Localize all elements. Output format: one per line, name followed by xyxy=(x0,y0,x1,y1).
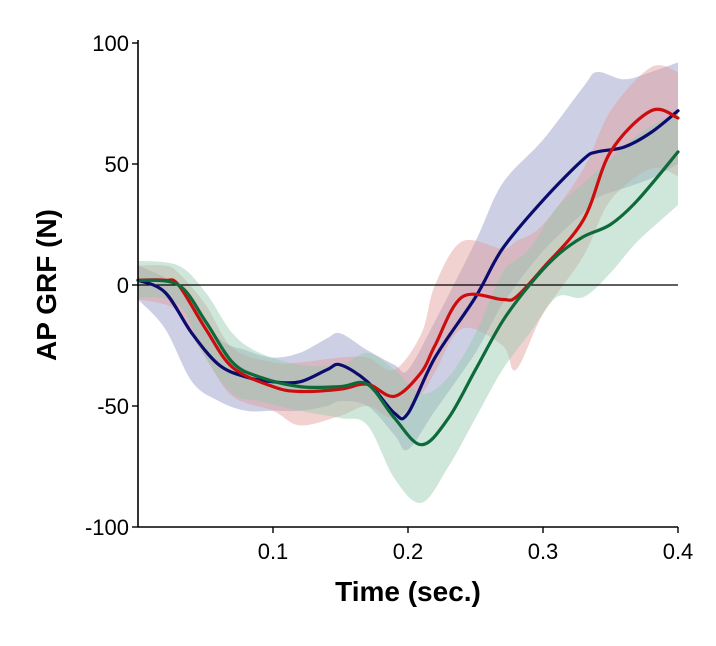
series-3-line xyxy=(136,150,680,447)
y-axis-title: AP GRF (N) xyxy=(31,209,62,361)
x-axis-title: Time (sec.) xyxy=(335,576,481,607)
series-3-band xyxy=(138,110,678,504)
axes xyxy=(132,40,679,533)
y-tick-label: 100 xyxy=(92,31,129,56)
series-1-band xyxy=(138,62,678,451)
y-tick-label: -100 xyxy=(85,515,129,540)
y-tick-label: 50 xyxy=(105,152,129,177)
y-tick-label: -50 xyxy=(97,394,129,419)
tick-labels: -100 -50 0 50 100 0.1 0.2 0.3 0.4 xyxy=(85,31,693,564)
y-tick-label: 0 xyxy=(117,273,129,298)
x-tick-label: 0.4 xyxy=(663,539,694,564)
x-tick-label: 0.3 xyxy=(528,539,559,564)
x-tick-label: 0.1 xyxy=(258,539,289,564)
series-2-line xyxy=(136,107,680,399)
x-tick-label: 0.2 xyxy=(393,539,424,564)
series-1-line xyxy=(136,109,680,421)
series-lines xyxy=(136,107,680,447)
